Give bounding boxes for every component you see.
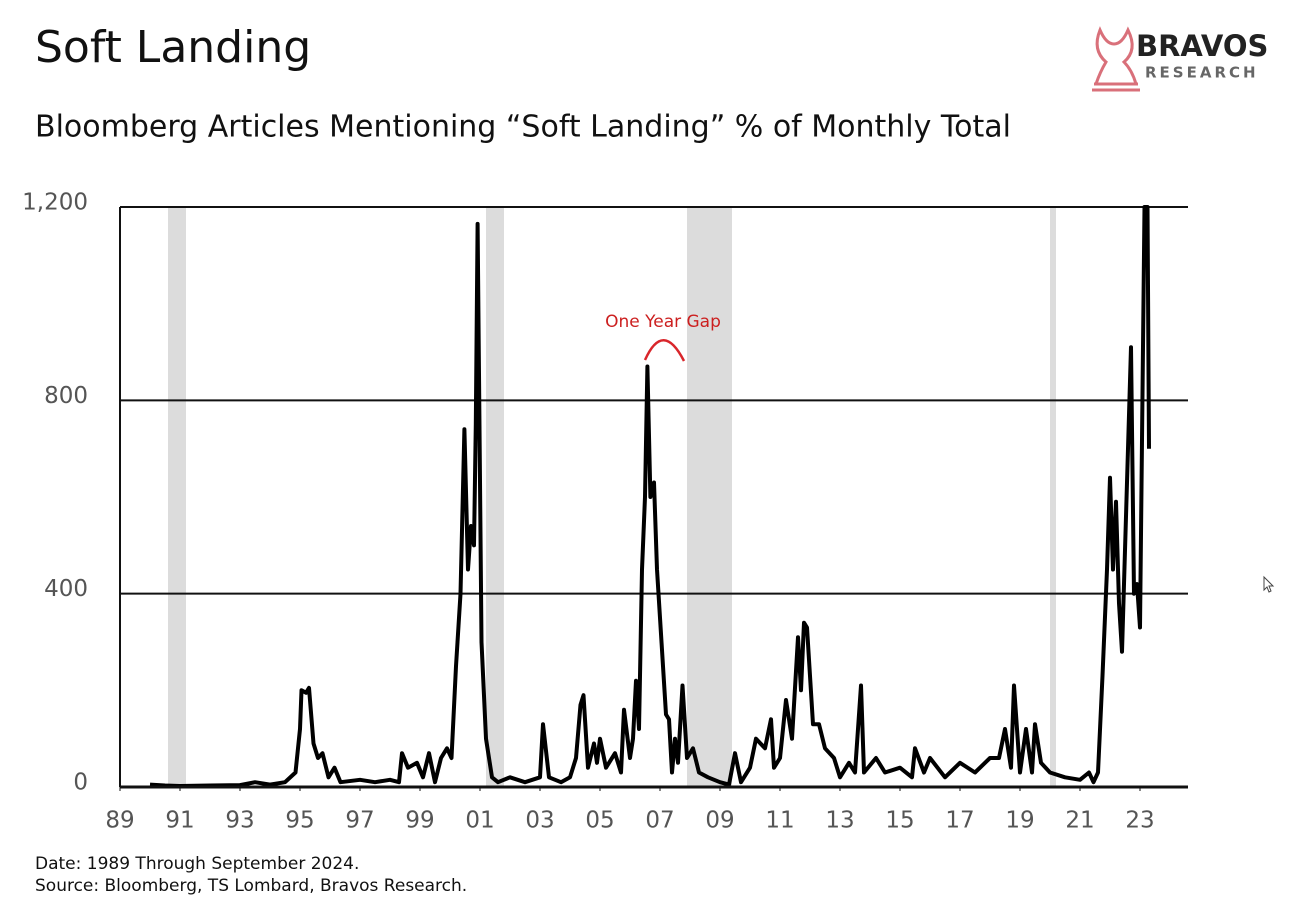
logo: BRAVOS RESEARCH [1092, 26, 1268, 92]
x-tick-label: 23 [1125, 808, 1154, 834]
y-tick-label: 1,200 [22, 190, 88, 216]
x-tick-label: 19 [1005, 808, 1034, 834]
x-tick-label: 11 [765, 808, 794, 834]
x-tick-label: 17 [945, 808, 974, 834]
recession-band [168, 207, 186, 787]
x-tick-label: 13 [825, 808, 854, 834]
y-tick-label: 0 [73, 770, 88, 796]
x-tick-label: 05 [585, 808, 614, 834]
note: Source: Bloomberg, TS Lombard, Bravos Re… [35, 876, 467, 896]
recession-band [687, 207, 732, 787]
annotation-bracket [643, 339, 686, 362]
x-tick-label: 03 [525, 808, 554, 834]
y-tick-label: 800 [44, 383, 88, 409]
x-tick-label: 91 [165, 808, 194, 834]
chart-title: Soft Landing [35, 22, 311, 73]
x-tick-label: 09 [705, 808, 734, 834]
note: Date: 1989 Through September 2024. [35, 854, 359, 874]
x-tick-label: 93 [225, 808, 254, 834]
plot-area: 0 400 800 1,200 89 91 93 95 97 99 01 03 05 07 09 11 13 15… [22, 190, 1188, 834]
recession-band [1050, 207, 1056, 787]
brand-tagline: RESEARCH [1145, 64, 1259, 82]
series-line [149, 205, 1151, 788]
x-tick-label: 89 [105, 808, 134, 834]
annotation: One Year Gap [605, 312, 721, 332]
x-tick-label: 99 [405, 808, 434, 834]
x-tick-label: 01 [465, 808, 494, 834]
brand-name: BRAVOS [1136, 29, 1268, 63]
x-tick-label: 07 [645, 808, 674, 834]
x-tick-label: 15 [885, 808, 914, 834]
x-tick-label: 21 [1065, 808, 1094, 834]
x-tick-label: 97 [345, 808, 374, 834]
cursor [1263, 575, 1275, 593]
x-tick-label: 95 [285, 808, 314, 834]
recession-band [486, 207, 504, 787]
y-tick-label: 400 [44, 576, 88, 602]
chart-subtitle: Bloomberg Articles Mentioning “Soft Land… [35, 110, 1011, 145]
